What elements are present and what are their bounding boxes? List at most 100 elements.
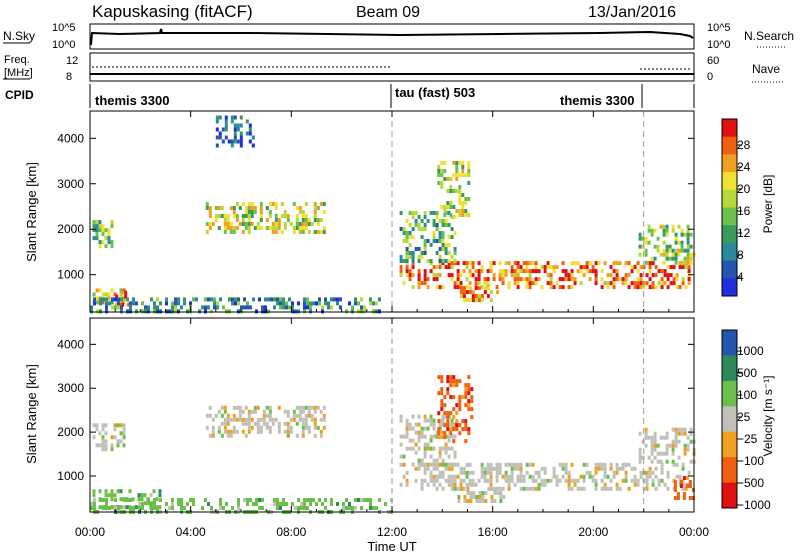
scatter-cell — [540, 466, 544, 471]
scatter-cell — [268, 226, 272, 230]
scatter-cell — [534, 269, 538, 274]
scatter-cell — [229, 230, 233, 234]
scatter-cell — [600, 269, 604, 274]
scatter-cell — [534, 281, 538, 286]
scatter-cell — [159, 498, 162, 502]
scatter-cell — [644, 431, 648, 436]
scatter-cell — [262, 413, 266, 418]
scatter-cell — [689, 256, 693, 261]
scatter-cell — [522, 474, 526, 479]
scatter-cell — [104, 292, 108, 297]
scatter-cell — [457, 499, 461, 503]
y-tick-label: 4000 — [57, 131, 84, 145]
scatter-cell — [92, 236, 96, 241]
scatter-cell — [295, 226, 299, 230]
scatter-cell — [411, 446, 415, 451]
scatter-cell — [283, 429, 287, 434]
scatter-cell — [267, 297, 270, 302]
scatter-cell — [462, 466, 466, 471]
scatter-cell — [450, 474, 454, 479]
scatter-cell — [452, 383, 456, 388]
scatter-cell — [600, 462, 604, 467]
scatter-cell — [435, 478, 439, 483]
y-tick-label: 2000 — [57, 222, 84, 236]
scatter-cell — [128, 489, 132, 494]
scatter-cell — [600, 486, 604, 491]
scatter-cell — [546, 273, 550, 278]
scatter-cell — [525, 470, 529, 475]
scatter-cell — [438, 259, 442, 263]
scatter-cell — [247, 202, 251, 206]
scatter-cell — [336, 297, 339, 302]
scatter-cell — [309, 301, 312, 306]
scatter-cell — [426, 285, 430, 290]
scatter-cell — [650, 451, 654, 456]
scatter-cell — [450, 265, 454, 270]
scatter-cell — [470, 407, 474, 412]
scatter-cell — [438, 450, 442, 455]
scatter-cell — [95, 427, 99, 432]
scatter-cell — [486, 466, 490, 471]
scatter-cell — [292, 202, 296, 206]
scatter-cell — [429, 422, 433, 427]
scatter-cell — [469, 499, 473, 503]
scatter-cell — [493, 499, 497, 503]
scatter-cell — [223, 222, 227, 226]
scatter-cell — [96, 309, 99, 314]
scatter-cell — [513, 482, 517, 487]
scatter-cell — [452, 189, 456, 193]
scatter-cell — [123, 498, 126, 502]
scatter-cell — [495, 474, 499, 479]
scatter-cell — [312, 301, 315, 306]
cpid-strip — [89, 84, 695, 108]
scatter-cell — [459, 294, 463, 299]
scatter-cell — [671, 252, 675, 257]
scatter-cell — [306, 498, 309, 502]
scatter-cell — [609, 273, 613, 278]
scatter-cell — [440, 391, 444, 396]
scatter-cell — [452, 415, 456, 420]
scatter-cell — [411, 259, 415, 263]
scatter-cell — [405, 259, 409, 263]
scatter-cell — [477, 281, 481, 286]
scatter-cell — [510, 273, 514, 278]
scatter-cell — [534, 277, 538, 282]
scatter-cell — [101, 292, 105, 297]
scatter-cell — [452, 205, 456, 209]
scatter-cell — [469, 495, 473, 499]
scatter-cell — [660, 470, 664, 475]
scatter-cell — [567, 470, 571, 475]
colorbar-tick-label: −25 — [737, 432, 758, 446]
scatter-cell — [432, 478, 436, 483]
scatter-cell — [522, 478, 526, 483]
scatter-cell — [591, 265, 595, 270]
colorbar-swatch — [722, 225, 737, 244]
scatter-cell — [564, 470, 568, 475]
scatter-cell — [107, 236, 111, 241]
scatter-cell — [519, 478, 523, 483]
scatter-cell — [464, 387, 468, 392]
scatter-cell — [411, 426, 415, 431]
scatter-cell — [653, 228, 657, 233]
scatter-cell — [470, 399, 474, 404]
nsky-tick-high: 10^5 — [52, 22, 76, 34]
scatter-cell — [464, 427, 468, 432]
scatter-cell — [537, 486, 541, 491]
scatter-cell — [449, 185, 453, 189]
nsky-trace — [90, 28, 694, 46]
scatter-cell — [627, 285, 631, 290]
scatter-cell — [647, 228, 651, 233]
scatter-cell — [462, 470, 466, 475]
scatter-cell — [468, 482, 472, 487]
scatter-cell — [258, 498, 261, 502]
scatter-cell — [504, 474, 508, 479]
scatter-cell — [594, 281, 598, 286]
scatter-cell — [467, 403, 471, 408]
scatter-cell — [124, 294, 128, 299]
scatter-cell — [249, 305, 252, 310]
scatter-cell — [686, 240, 690, 245]
colorbar-swatch — [722, 172, 737, 191]
scatter-cell — [660, 281, 664, 286]
scatter-cell — [585, 265, 589, 270]
scatter-cell — [298, 230, 302, 234]
